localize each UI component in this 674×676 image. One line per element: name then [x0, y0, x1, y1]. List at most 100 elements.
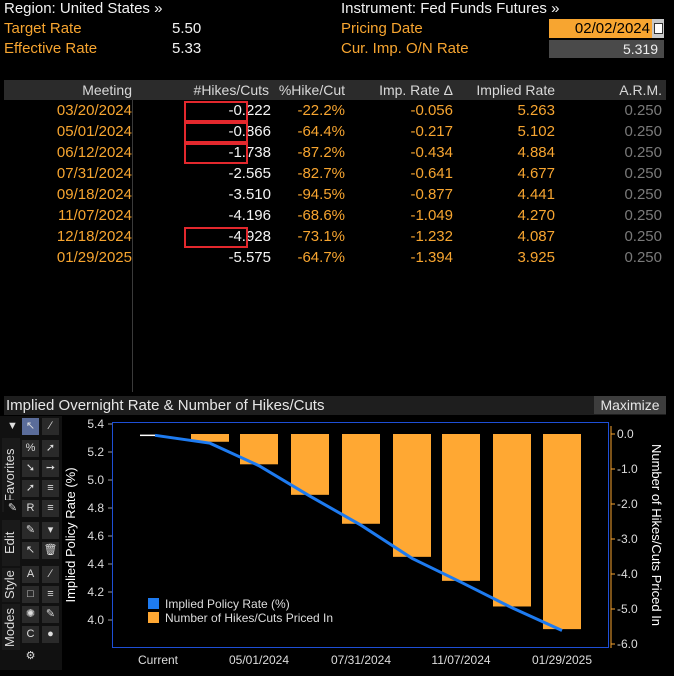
line-weight-icon[interactable]: ≡ [42, 586, 59, 603]
arm-value: 0.250 [624, 102, 662, 119]
channel-icon[interactable]: ≡ [42, 480, 59, 497]
right-axis-tick-label: -6.0 [617, 637, 638, 651]
hikes-cuts-value: -0.222 [228, 102, 271, 119]
ray-icon[interactable]: ➙ [42, 460, 59, 477]
fib-lines-icon[interactable]: ≡ [42, 500, 59, 517]
meeting-date: 11/07/2024 [58, 207, 132, 224]
table-row[interactable]: 11/07/2024 -4.196 -68.6% -1.049 4.270 0.250 [4, 206, 666, 227]
instrument-selector[interactable]: Instrument: Fed Funds Futures » [341, 0, 560, 17]
hikes-cuts-value: -3.510 [228, 186, 271, 203]
legend-swatch-bar [148, 612, 159, 623]
brush-icon[interactable]: ✎ [22, 522, 39, 539]
arm-value: 0.250 [624, 144, 662, 161]
col-imp-rate-delta[interactable]: Imp. Rate Δ [379, 82, 453, 98]
chart-title-bar: Implied Overnight Rate & Number of Hikes… [4, 396, 666, 415]
chart-title: Implied Overnight Rate & Number of Hikes… [6, 397, 325, 414]
col-arm[interactable]: A.R.M. [619, 82, 662, 98]
imp-rate-delta-value: -0.434 [410, 144, 453, 161]
target-rate-value: 5.50 [172, 20, 202, 37]
rectangle-icon[interactable]: □ [22, 586, 39, 603]
highlight-box [184, 227, 248, 248]
meeting-date: 09/18/2024 [56, 186, 132, 203]
color-palette-icon[interactable]: ● [42, 626, 59, 643]
arm-value: 0.250 [624, 165, 662, 182]
table-row[interactable]: 05/01/2024 -0.866 -64.4% -0.217 5.102 0.250 [4, 122, 666, 143]
left-axis-tick-label: 4.0 [87, 613, 104, 627]
col-pct-hike-cut[interactable]: %Hike/Cut [278, 82, 345, 98]
right-axis-tick-label: -4.0 [617, 567, 638, 581]
target-rate-label: Target Rate [4, 20, 82, 37]
legend-swatch-line [148, 598, 159, 609]
pricing-date-input[interactable]: 02/02/2024 [549, 19, 652, 38]
arm-value: 0.250 [624, 249, 662, 266]
settings-gear-icon[interactable]: ⚙ [22, 648, 39, 665]
arm-value: 0.250 [624, 207, 662, 224]
col-meeting[interactable]: Meeting [82, 82, 132, 98]
arm-value: 0.250 [624, 186, 662, 203]
implied-rate-value: 4.270 [517, 207, 555, 224]
right-axis-tick-label: -5.0 [617, 602, 638, 616]
imp-rate-delta-value: -0.217 [410, 123, 453, 140]
left-axis-tick-label: 4.4 [87, 557, 104, 571]
table-row[interactable]: 03/20/2024 -0.222 -22.2% -0.056 5.263 0.250 [4, 101, 666, 122]
region-selector[interactable]: Region: United States » [4, 0, 163, 17]
legend-label-line: Implied Policy Rate (%) [165, 597, 290, 611]
imp-rate-delta-value: -0.056 [410, 102, 453, 119]
left-axis-tick-label: 4.2 [87, 585, 104, 599]
crosshair-icon[interactable]: C [22, 626, 39, 643]
table-row[interactable]: 07/31/2024 -2.565 -82.7% -0.641 4.677 0.250 [4, 164, 666, 185]
table-row[interactable]: 06/12/2024 -1.738 -87.2% -0.434 4.884 0.250 [4, 143, 666, 164]
table-row[interactable]: 09/18/2024 -3.510 -94.5% -0.877 4.441 0.250 [4, 185, 666, 206]
arrow-draw-icon[interactable]: ➘ [22, 460, 39, 477]
implied-rate-line [154, 433, 563, 632]
left-axis-tick-label: 5.4 [87, 417, 104, 431]
percent-icon[interactable]: % [22, 440, 39, 457]
imp-rate-delta-value: -0.641 [410, 165, 453, 182]
col-implied-rate[interactable]: Implied Rate [476, 82, 555, 98]
right-axis-label: Number of Hikes/Cuts Priced In [649, 444, 664, 626]
right-axis-tick-label: -1.0 [617, 462, 638, 476]
x-axis-tick-label: Current [138, 653, 179, 667]
table-row[interactable]: 12/18/2024 -4.928 -73.1% -1.232 4.087 0.250 [4, 227, 666, 248]
effective-rate-label: Effective Rate [4, 40, 98, 57]
maximize-button[interactable]: Maximize [594, 396, 666, 414]
line-draw-icon[interactable]: ∕ [42, 418, 59, 435]
hikes-cuts-bar [291, 434, 329, 495]
implied-rate-value: 4.087 [517, 228, 555, 245]
pencil-icon[interactable]: ✎ [4, 500, 21, 517]
x-axis-tick-label: 05/01/2024 [229, 653, 289, 667]
meetings-table: Meeting #Hikes/Cuts %Hike/Cut Imp. Rate … [4, 80, 666, 392]
highlighter-icon[interactable]: ✎ [42, 606, 59, 623]
hikes-cuts-value: -5.575 [228, 249, 271, 266]
trend-line-icon[interactable]: ➚ [42, 440, 59, 457]
select-cursor-icon[interactable]: ↖ [22, 542, 39, 559]
hikes-cuts-value: -0.866 [228, 123, 271, 140]
collapse-arrow-icon[interactable]: ▼ [4, 418, 21, 435]
implied-rate-value: 4.441 [517, 186, 555, 203]
effective-rate-value: 5.33 [172, 40, 202, 57]
cur-imp-rate-value: 5.319 [549, 40, 664, 58]
chart-toolbar: ▼ ↖ ∕ Favorites % ➚ ➘ ➙ ➚ ≡ R ≡ ✎ Edit ✎… [0, 416, 62, 670]
trash-icon[interactable]: 🗑 [42, 542, 59, 559]
extend-line-icon[interactable]: ➚ [22, 480, 39, 497]
arm-value: 0.250 [624, 123, 662, 140]
highlight-box [184, 101, 248, 122]
calendar-icon[interactable] [652, 19, 664, 38]
imp-rate-delta-value: -1.394 [410, 249, 453, 266]
eraser-icon[interactable]: ✺ [22, 606, 39, 623]
regression-icon[interactable]: R [22, 500, 39, 517]
dropdown-arrow-icon[interactable]: ▾ [42, 522, 59, 539]
col-hikes-cuts[interactable]: #Hikes/Cuts [193, 82, 269, 98]
pointer-icon[interactable]: ↖ [22, 418, 39, 435]
line-style-icon[interactable]: ∕ [42, 566, 59, 583]
right-axis-tick-label: -3.0 [617, 532, 638, 546]
highlight-box [184, 143, 248, 164]
implied-rate-value: 4.884 [517, 144, 555, 161]
hikes-cuts-bar [191, 434, 229, 442]
table-row[interactable]: 01/29/2025 -5.575 -64.7% -1.394 3.925 0.250 [4, 248, 666, 269]
text-icon[interactable]: A [22, 566, 39, 583]
imp-rate-delta-value: -1.232 [410, 228, 453, 245]
left-axis-label: Implied Policy Rate (%) [63, 467, 78, 602]
meeting-date: 03/20/2024 [56, 102, 132, 119]
